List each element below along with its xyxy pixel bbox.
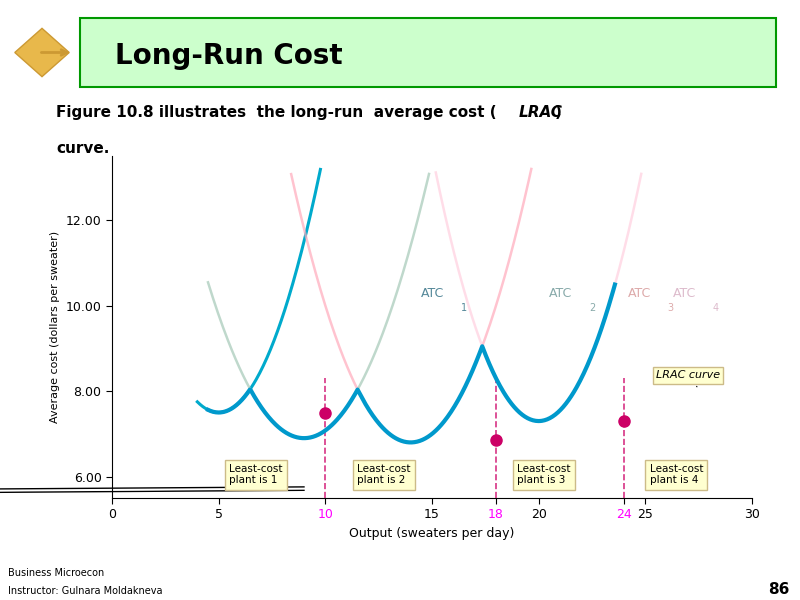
X-axis label: Output (sweaters per day): Output (sweaters per day) bbox=[350, 527, 514, 540]
Text: 2: 2 bbox=[589, 304, 595, 313]
Text: Figure 10.8 illustrates  the long-run  average cost (: Figure 10.8 illustrates the long-run ave… bbox=[56, 105, 497, 120]
Text: curve.: curve. bbox=[56, 141, 110, 156]
Text: Least-cost
plant is 2: Least-cost plant is 2 bbox=[358, 464, 411, 485]
Text: Least-cost
plant is 4: Least-cost plant is 4 bbox=[650, 464, 703, 485]
Text: ATC: ATC bbox=[422, 287, 445, 300]
Text: 3: 3 bbox=[668, 304, 674, 313]
Text: 86: 86 bbox=[768, 582, 790, 597]
Text: ): ) bbox=[554, 105, 562, 120]
FancyBboxPatch shape bbox=[80, 18, 776, 87]
Polygon shape bbox=[15, 28, 70, 77]
Text: ATC: ATC bbox=[628, 287, 651, 300]
Text: 4: 4 bbox=[713, 304, 718, 313]
Text: Long-Run Cost: Long-Run Cost bbox=[115, 42, 342, 70]
Text: Instructor: Gulnara Moldakneva: Instructor: Gulnara Moldakneva bbox=[8, 586, 162, 596]
Y-axis label: Average cost (dollars per sweater): Average cost (dollars per sweater) bbox=[50, 231, 60, 423]
Text: 1: 1 bbox=[461, 304, 467, 313]
Text: ATC: ATC bbox=[550, 287, 573, 300]
Text: ATC: ATC bbox=[673, 287, 696, 300]
Text: Business Microecon: Business Microecon bbox=[8, 568, 104, 578]
Text: LRAC: LRAC bbox=[518, 105, 562, 120]
Text: Least-cost
plant is 1: Least-cost plant is 1 bbox=[230, 464, 283, 485]
Text: Least-cost
plant is 3: Least-cost plant is 3 bbox=[518, 464, 571, 485]
Text: LRAC curve: LRAC curve bbox=[656, 370, 720, 387]
